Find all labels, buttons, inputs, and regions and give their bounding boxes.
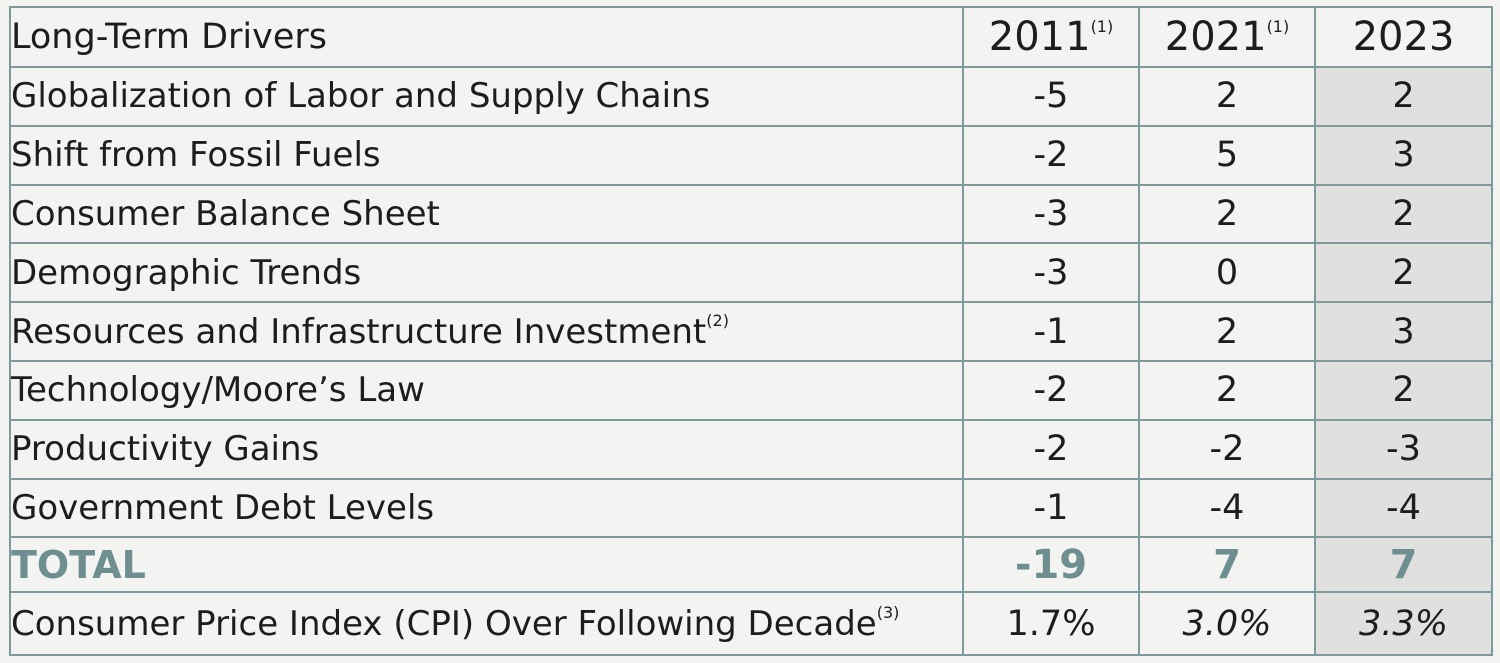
table-row: Consumer Balance Sheet -3 2 2: [9, 183, 1493, 245]
value-2021: 2: [1138, 183, 1316, 245]
driver-label-text: Productivity Gains: [11, 429, 320, 470]
value-2011: -1: [962, 301, 1140, 362]
year-label: 2023: [1352, 14, 1455, 60]
table-row: Technology/Moore’s Law -2 2 2: [9, 359, 1493, 421]
table-row: Shift from Fossil Fuels -2 5 3: [9, 124, 1493, 186]
value-2021: 2: [1138, 66, 1316, 127]
footnote-marker: (3): [876, 603, 900, 623]
driver-label-text: Consumer Balance Sheet: [11, 193, 440, 234]
value-2011: -1: [962, 477, 1140, 539]
value-2023: 2: [1314, 183, 1493, 245]
value-2021: 5: [1138, 124, 1316, 186]
value-2023: 2: [1314, 242, 1493, 304]
driver-label-text: Technology/Moore’s Law: [11, 370, 425, 411]
total-row: TOTAL -19 7 7: [9, 536, 1493, 594]
driver-label: Shift from Fossil Fuels: [9, 124, 964, 186]
value-2011: -2: [962, 124, 1140, 186]
value-2011: -3: [962, 183, 1140, 245]
cpi-label: Consumer Price Index (CPI) Over Followin…: [9, 591, 964, 656]
value-2021: 2: [1138, 359, 1316, 421]
driver-label: Demographic Trends: [9, 242, 964, 304]
driver-label: Government Debt Levels: [9, 477, 964, 539]
cpi-2021: 3.0%: [1138, 591, 1316, 656]
table-row: Demographic Trends -3 0 2: [9, 242, 1493, 304]
driver-label-text: Government Debt Levels: [11, 487, 435, 528]
year-label: 2021: [1164, 14, 1267, 60]
driver-label-text: Demographic Trends: [11, 252, 362, 293]
total-2023: 7: [1314, 536, 1493, 594]
value-2021: 0: [1138, 242, 1316, 304]
year-label: 2011: [988, 14, 1091, 60]
long-term-drivers-table: Long-Term Drivers 2011(1) 2021(1) 2023 G…: [9, 6, 1493, 656]
table-row: Government Debt Levels -1 -4 -4: [9, 477, 1493, 539]
value-2023: 2: [1314, 359, 1493, 421]
table-row: Globalization of Labor and Supply Chains…: [9, 66, 1493, 127]
cpi-row: Consumer Price Index (CPI) Over Followin…: [9, 591, 1493, 656]
table-header-row: Long-Term Drivers 2011(1) 2021(1) 2023: [9, 6, 1493, 68]
footnote-marker: (1): [1266, 16, 1290, 36]
driver-label: Consumer Balance Sheet: [9, 183, 964, 245]
driver-label-text: Resources and Infrastructure Investment: [11, 311, 707, 352]
value-2023: -4: [1314, 477, 1493, 539]
value-2021: 2: [1138, 301, 1316, 362]
footnote-marker: (2): [706, 311, 729, 331]
value-2011: -2: [962, 418, 1140, 480]
cpi-2023: 3.3%: [1314, 591, 1493, 656]
value-2021: -2: [1138, 418, 1316, 480]
value-2011: -5: [962, 66, 1140, 127]
table-row: Productivity Gains -2 -2 -3: [9, 418, 1493, 480]
value-2021: -4: [1138, 477, 1316, 539]
year-header-2021: 2021(1): [1138, 6, 1316, 68]
value-2023: 3: [1314, 124, 1493, 186]
driver-label: Productivity Gains: [9, 418, 964, 480]
drivers-column-header: Long-Term Drivers: [9, 6, 964, 68]
value-2011: -2: [962, 359, 1140, 421]
total-2021: 7: [1138, 536, 1316, 594]
year-header-2023: 2023: [1314, 6, 1493, 68]
driver-label-text: Shift from Fossil Fuels: [11, 135, 381, 176]
value-2011: -3: [962, 242, 1140, 304]
value-2023: -3: [1314, 418, 1493, 480]
total-label: TOTAL: [9, 536, 964, 594]
total-2011: -19: [962, 536, 1140, 594]
year-header-2011: 2011(1): [962, 6, 1140, 68]
footnote-marker: (1): [1090, 16, 1114, 36]
value-2023: 2: [1314, 66, 1493, 127]
value-2023: 3: [1314, 301, 1493, 362]
driver-label-text: Globalization of Labor and Supply Chains: [11, 76, 711, 117]
table-row: Resources and Infrastructure Investment(…: [9, 301, 1493, 362]
cpi-2011: 1.7%: [962, 591, 1140, 656]
driver-label: Globalization of Labor and Supply Chains: [9, 66, 964, 127]
cpi-label-text: Consumer Price Index (CPI) Over Followin…: [11, 603, 877, 644]
driver-label: Resources and Infrastructure Investment(…: [9, 301, 964, 362]
driver-label: Technology/Moore’s Law: [9, 359, 964, 421]
